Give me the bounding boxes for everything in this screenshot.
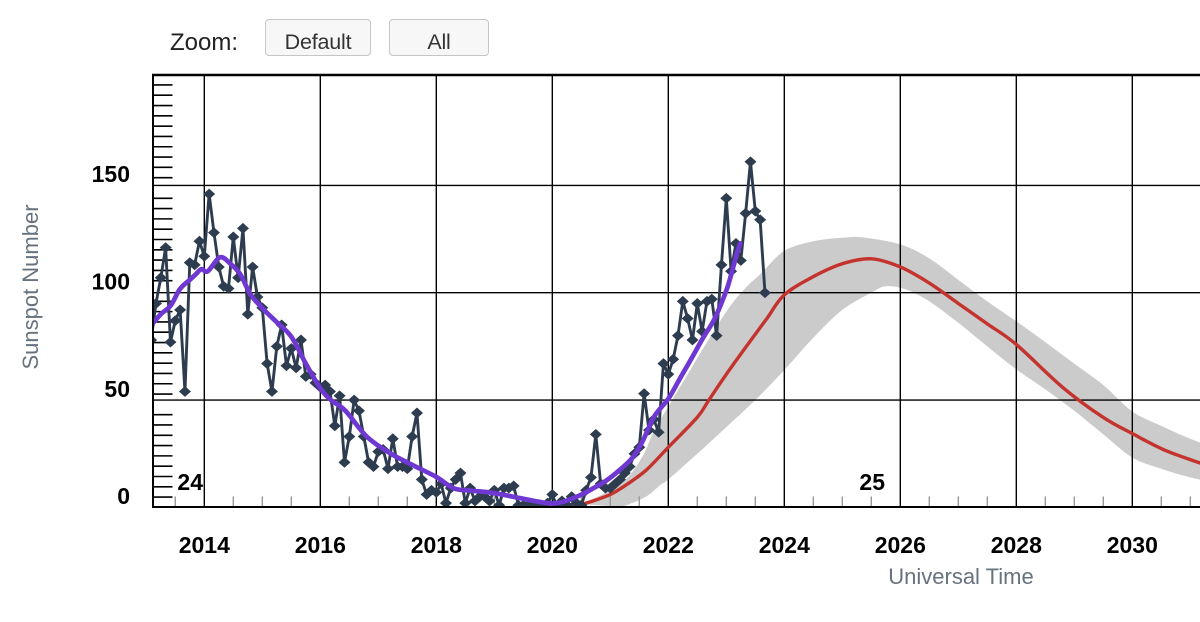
svg-text:100: 100 — [92, 269, 130, 295]
svg-text:0: 0 — [117, 483, 130, 509]
svg-text:2026: 2026 — [875, 532, 926, 558]
svg-text:2022: 2022 — [643, 532, 694, 558]
svg-text:24: 24 — [177, 469, 203, 495]
svg-text:50: 50 — [104, 376, 130, 402]
svg-text:2016: 2016 — [295, 532, 346, 558]
svg-text:Universal Time: Universal Time — [888, 564, 1033, 589]
svg-text:2030: 2030 — [1107, 532, 1158, 558]
svg-text:2024: 2024 — [759, 532, 810, 558]
svg-text:150: 150 — [92, 161, 130, 187]
svg-text:2028: 2028 — [991, 532, 1042, 558]
svg-text:2018: 2018 — [411, 532, 462, 558]
svg-text:25: 25 — [859, 469, 885, 495]
svg-text:2014: 2014 — [179, 532, 230, 558]
svg-text:Sunspot Number: Sunspot Number — [18, 204, 43, 369]
svg-text:2020: 2020 — [527, 532, 578, 558]
